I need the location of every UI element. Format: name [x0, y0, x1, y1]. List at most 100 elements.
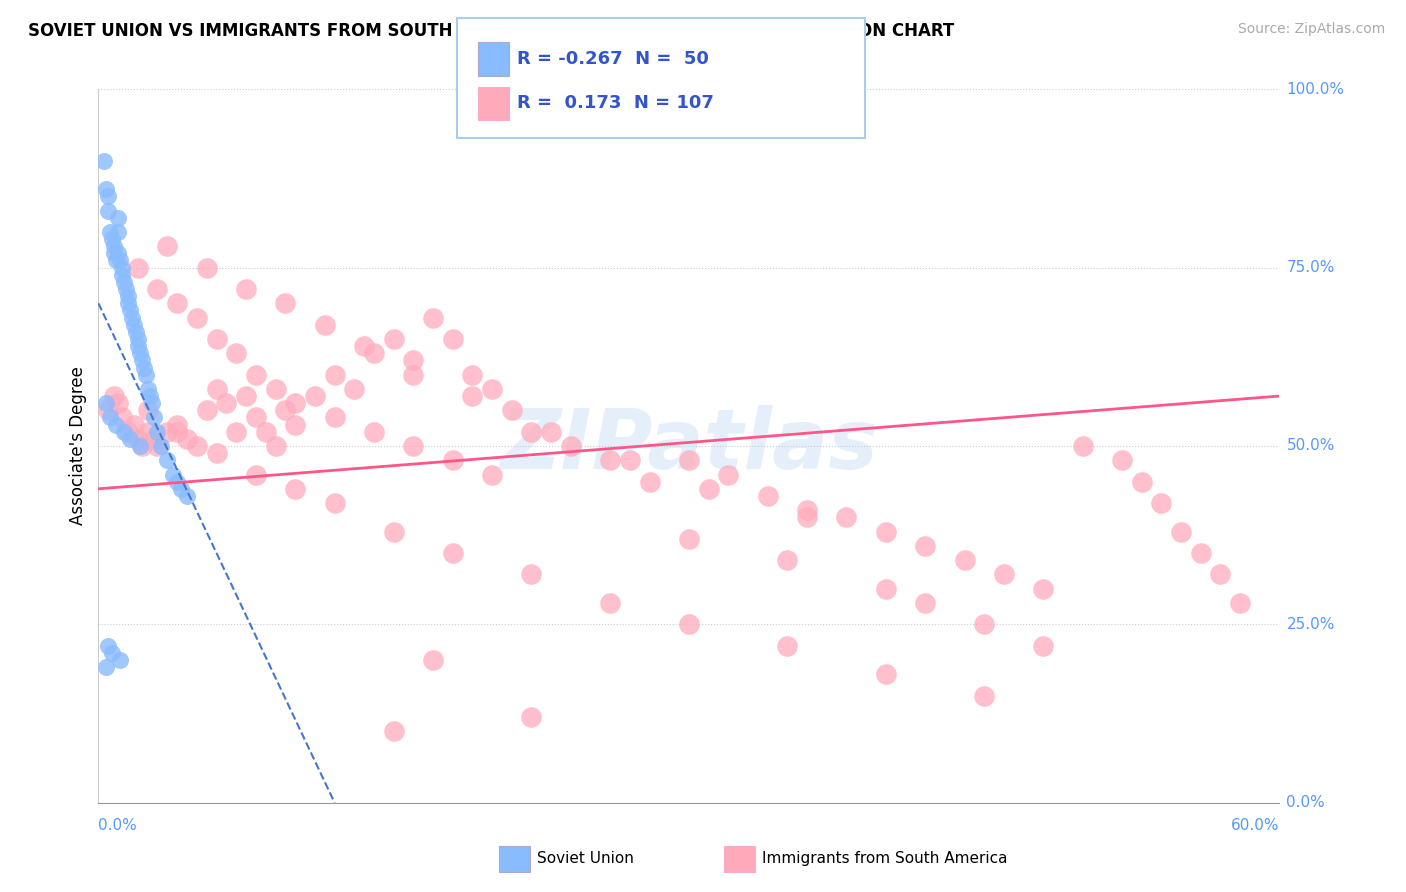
Point [973, 689, 995, 703]
Point [254, 425, 277, 439]
Point [166, 475, 188, 489]
Point [186, 439, 208, 453]
Point [118, 432, 141, 446]
Point [599, 596, 621, 610]
Point [422, 310, 444, 325]
Point [96, 182, 118, 196]
Point [127, 332, 149, 346]
Point [274, 403, 297, 417]
Point [166, 425, 188, 439]
Point [127, 432, 149, 446]
Point [125, 325, 148, 339]
Point [274, 296, 297, 310]
Point [138, 389, 160, 403]
Point [717, 467, 740, 482]
Point [402, 353, 425, 368]
Point [953, 553, 976, 567]
Point [111, 410, 134, 425]
Point [96, 660, 118, 674]
Point [170, 482, 193, 496]
Point [235, 389, 257, 403]
Point [111, 268, 134, 282]
Point [461, 368, 484, 382]
Text: 60.0%: 60.0% [1232, 818, 1279, 832]
Point [136, 382, 159, 396]
Text: R =  0.173  N = 107: R = 0.173 N = 107 [517, 95, 714, 112]
Point [205, 446, 228, 460]
Y-axis label: Associate's Degree: Associate's Degree [69, 367, 87, 525]
Text: 50.0%: 50.0% [1286, 439, 1334, 453]
Point [284, 482, 307, 496]
Point [520, 710, 543, 724]
Point [128, 439, 150, 453]
Point [1032, 639, 1054, 653]
Point [245, 368, 267, 382]
Point [195, 260, 218, 275]
Text: 25.0%: 25.0% [1286, 617, 1334, 632]
Point [97, 203, 120, 218]
Point [103, 389, 125, 403]
Point [1189, 546, 1212, 560]
Point [146, 425, 169, 439]
Point [363, 346, 385, 360]
Point [520, 425, 543, 439]
Point [481, 382, 503, 396]
Point [323, 496, 346, 510]
Text: 0.0%: 0.0% [1286, 796, 1326, 810]
Point [150, 439, 173, 453]
Point [1111, 453, 1133, 467]
Point [93, 153, 115, 168]
Point [205, 382, 228, 396]
Point [118, 303, 141, 318]
Text: 0.0%: 0.0% [98, 818, 138, 832]
Point [638, 475, 661, 489]
Text: Immigrants from South America: Immigrants from South America [762, 852, 1008, 866]
Point [875, 667, 897, 681]
Point [112, 425, 135, 439]
Point [127, 260, 149, 275]
Point [382, 724, 405, 739]
Point [142, 432, 165, 446]
Point [117, 289, 139, 303]
Point [156, 453, 179, 467]
Text: SOVIET UNION VS IMMIGRANTS FROM SOUTH AMERICA ASSOCIATE'S DEGREE CORRELATION CHA: SOVIET UNION VS IMMIGRANTS FROM SOUTH AM… [28, 22, 955, 40]
Point [131, 439, 153, 453]
Point [97, 189, 120, 203]
Point [1130, 475, 1153, 489]
Point [132, 360, 155, 375]
Point [103, 239, 125, 253]
Point [264, 439, 287, 453]
Point [441, 546, 464, 560]
Point [382, 524, 405, 539]
Point [520, 567, 543, 582]
Point [166, 296, 188, 310]
Point [599, 453, 621, 467]
Point [540, 425, 562, 439]
Point [111, 260, 134, 275]
Point [1209, 567, 1232, 582]
Point [560, 439, 582, 453]
Point [127, 339, 149, 353]
Point [107, 246, 129, 260]
Point [678, 453, 700, 467]
Point [107, 211, 129, 225]
Point [1150, 496, 1173, 510]
Point [107, 225, 129, 239]
Point [162, 467, 184, 482]
Point [402, 439, 425, 453]
Point [107, 396, 129, 410]
Point [131, 353, 153, 368]
Point [128, 346, 150, 360]
Point [136, 403, 159, 417]
Point [363, 425, 385, 439]
Point [441, 332, 464, 346]
Point [993, 567, 1015, 582]
Point [914, 539, 936, 553]
Point [156, 425, 179, 439]
Point [146, 439, 169, 453]
Point [382, 332, 405, 346]
Point [97, 639, 120, 653]
Point [796, 503, 818, 517]
Point [112, 275, 135, 289]
Point [353, 339, 375, 353]
